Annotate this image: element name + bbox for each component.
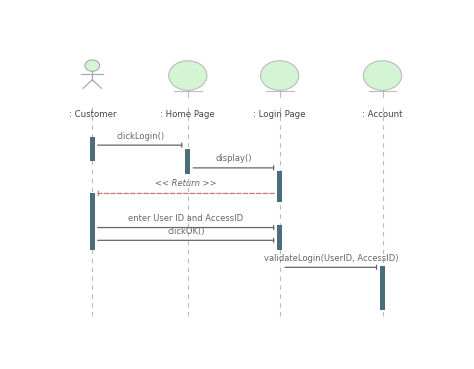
Text: : Account: : Account: [362, 110, 403, 118]
Bar: [380, 266, 385, 310]
Circle shape: [85, 60, 100, 71]
Text: clickOK(): clickOK(): [167, 227, 205, 236]
Text: display(): display(): [216, 154, 252, 163]
Circle shape: [364, 61, 401, 90]
Bar: [90, 193, 95, 250]
Bar: [277, 171, 282, 202]
Text: : Customer: : Customer: [69, 110, 116, 118]
Bar: [185, 149, 191, 173]
Text: : Login Page: : Login Page: [254, 110, 306, 118]
Circle shape: [261, 61, 299, 90]
Bar: [277, 225, 282, 250]
Text: clickLogin(): clickLogin(): [116, 132, 164, 141]
Circle shape: [169, 61, 207, 90]
Text: enter User ID and AccessID: enter User ID and AccessID: [128, 214, 244, 223]
Text: : Home Page: : Home Page: [160, 110, 215, 118]
Text: validateLogin(UserID, AccessID): validateLogin(UserID, AccessID): [264, 254, 398, 263]
Text: << Return >>: << Return >>: [155, 179, 217, 188]
Bar: [90, 137, 95, 161]
